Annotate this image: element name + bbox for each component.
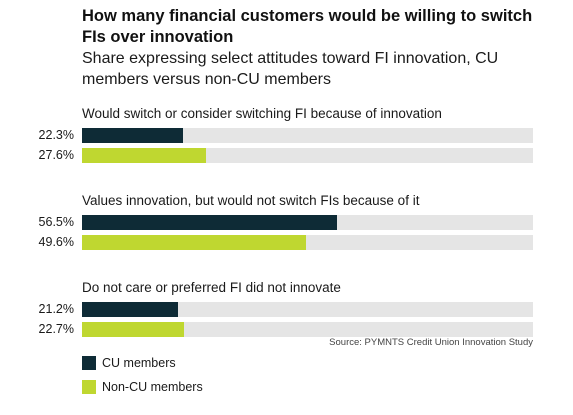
bar [82, 235, 306, 250]
legend-swatch [82, 356, 96, 370]
bar-track [82, 302, 533, 317]
bar-track [82, 322, 533, 337]
bar [82, 148, 207, 163]
bar [82, 302, 178, 317]
source-note: Source: PYMNTS Credit Union Innovation S… [329, 337, 533, 348]
data-label: 22.7% [38, 322, 74, 336]
data-label: 21.2% [38, 302, 74, 316]
data-label: 56.5% [38, 215, 74, 229]
bar-track [82, 235, 533, 250]
category-label: Do not care or preferred FI did not inno… [82, 280, 341, 295]
bar [82, 128, 183, 143]
category-label: Values innovation, but would not switch … [82, 193, 420, 208]
bar-track [82, 128, 533, 143]
data-label: 49.6% [38, 235, 74, 249]
bar [82, 322, 185, 337]
legend-label: CU members [102, 356, 176, 370]
bar [82, 215, 337, 230]
chart-subtitle: Share expressing select attitudes toward… [82, 50, 499, 88]
data-label: 27.6% [38, 148, 74, 162]
category-label: Would switch or consider switching FI be… [82, 106, 442, 121]
chart-title: How many financial customers would be wi… [82, 7, 533, 46]
bar-track [82, 148, 533, 163]
bar-track [82, 215, 533, 230]
legend-swatch [82, 380, 96, 394]
data-label: 22.3% [38, 128, 74, 142]
legend-label: Non-CU members [102, 380, 203, 394]
